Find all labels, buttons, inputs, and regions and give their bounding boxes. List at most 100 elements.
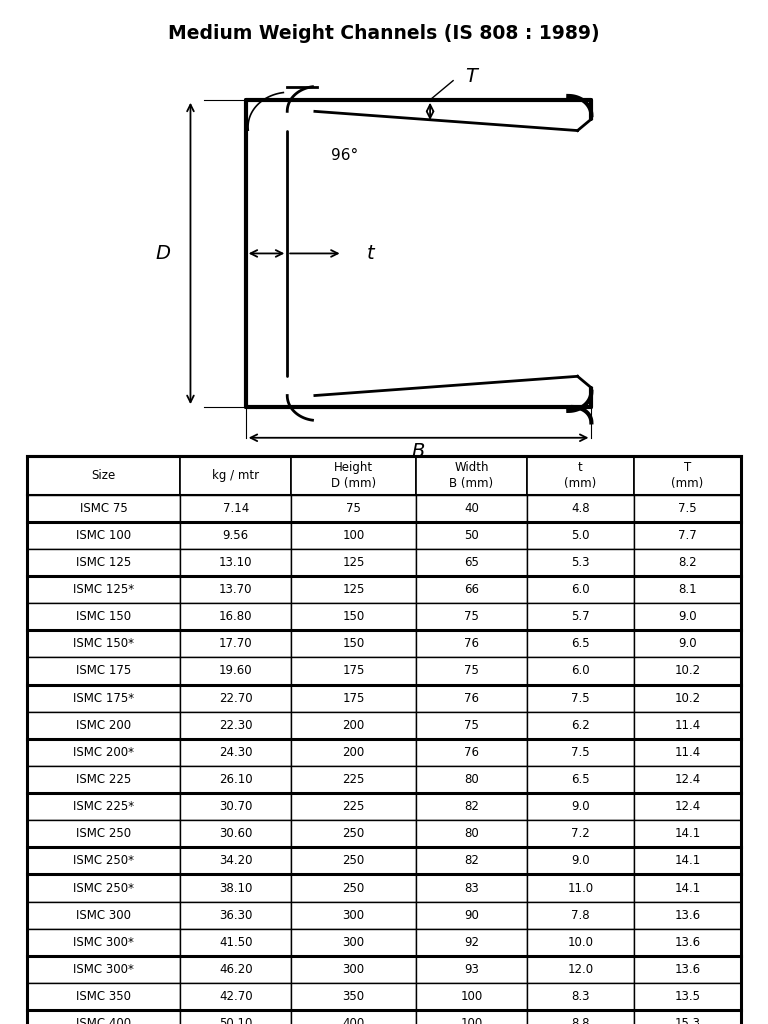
Text: 75: 75 — [464, 719, 479, 732]
Bar — [416, 874, 527, 902]
Bar — [527, 983, 634, 1011]
Text: 225: 225 — [343, 800, 365, 813]
Bar — [527, 794, 634, 820]
Text: ISMC 350: ISMC 350 — [76, 990, 131, 1004]
Bar — [527, 848, 634, 874]
Text: ISMC 125: ISMC 125 — [76, 556, 131, 569]
Text: 200: 200 — [343, 745, 365, 759]
Text: 9.0: 9.0 — [678, 610, 697, 624]
Bar — [416, 495, 527, 522]
Text: Medium Weight Channels (IS 808 : 1989): Medium Weight Channels (IS 808 : 1989) — [168, 24, 600, 43]
Text: 80: 80 — [464, 827, 479, 841]
Text: ISMC 300: ISMC 300 — [76, 908, 131, 922]
Bar — [180, 983, 291, 1011]
Text: 100: 100 — [460, 990, 482, 1004]
Text: 12.0: 12.0 — [568, 963, 594, 976]
Bar — [527, 902, 634, 929]
Bar — [180, 712, 291, 739]
Text: 125: 125 — [343, 556, 365, 569]
Bar — [291, 983, 416, 1011]
Text: 250: 250 — [343, 827, 365, 841]
Text: 10.2: 10.2 — [674, 691, 700, 705]
Bar — [634, 1011, 741, 1024]
Bar — [416, 794, 527, 820]
Bar — [291, 956, 416, 983]
Bar — [180, 820, 291, 848]
Bar — [291, 495, 416, 522]
Text: 80: 80 — [464, 773, 479, 786]
Bar — [180, 549, 291, 575]
Text: ISMC 150*: ISMC 150* — [73, 637, 134, 650]
Bar — [180, 603, 291, 631]
Text: 200: 200 — [343, 719, 365, 732]
Bar — [527, 495, 634, 522]
Text: 8.8: 8.8 — [571, 1017, 590, 1024]
Text: 12.4: 12.4 — [674, 773, 700, 786]
Bar — [180, 631, 291, 657]
Bar — [27, 603, 180, 631]
Bar — [27, 848, 180, 874]
Text: 9.0: 9.0 — [571, 800, 590, 813]
Bar — [527, 929, 634, 956]
Bar — [416, 902, 527, 929]
Bar — [527, 739, 634, 766]
Text: 76: 76 — [464, 637, 479, 650]
Text: 22.70: 22.70 — [219, 691, 253, 705]
Text: 82: 82 — [464, 800, 479, 813]
Text: Height
D (mm): Height D (mm) — [331, 461, 376, 489]
Bar — [27, 456, 180, 495]
Bar — [634, 739, 741, 766]
Text: 9.56: 9.56 — [223, 528, 249, 542]
Text: 41.50: 41.50 — [219, 936, 253, 949]
Text: 10.2: 10.2 — [674, 665, 700, 678]
Text: 36.30: 36.30 — [219, 908, 253, 922]
Text: 7.5: 7.5 — [571, 691, 590, 705]
Text: 225: 225 — [343, 773, 365, 786]
Text: ISMC 400: ISMC 400 — [76, 1017, 131, 1024]
Text: 6.5: 6.5 — [571, 773, 590, 786]
Text: 300: 300 — [343, 936, 365, 949]
Text: T
(mm): T (mm) — [671, 461, 703, 489]
Bar — [180, 929, 291, 956]
Text: 150: 150 — [343, 637, 365, 650]
Bar — [291, 739, 416, 766]
Text: 150: 150 — [343, 610, 365, 624]
Bar — [180, 874, 291, 902]
Bar — [180, 456, 291, 495]
Text: 65: 65 — [464, 556, 479, 569]
Bar — [416, 712, 527, 739]
Bar — [416, 956, 527, 983]
Text: ISMC 75: ISMC 75 — [80, 502, 127, 515]
Text: 38.10: 38.10 — [219, 882, 253, 895]
Text: 24.30: 24.30 — [219, 745, 253, 759]
Text: 26.10: 26.10 — [219, 773, 253, 786]
Text: 22.30: 22.30 — [219, 719, 253, 732]
Bar — [527, 603, 634, 631]
Bar — [180, 1011, 291, 1024]
Text: 6.0: 6.0 — [571, 583, 590, 596]
Bar — [634, 902, 741, 929]
Text: 175: 175 — [343, 691, 365, 705]
Text: 11.0: 11.0 — [568, 882, 594, 895]
Bar — [27, 794, 180, 820]
Text: B: B — [412, 441, 425, 461]
Text: 50: 50 — [464, 528, 479, 542]
Text: 75: 75 — [464, 610, 479, 624]
Bar — [27, 929, 180, 956]
Bar — [27, 874, 180, 902]
Bar — [27, 983, 180, 1011]
Bar — [634, 603, 741, 631]
Bar — [527, 874, 634, 902]
Text: 14.1: 14.1 — [674, 882, 700, 895]
Text: 8.1: 8.1 — [678, 583, 697, 596]
Text: 6.5: 6.5 — [571, 637, 590, 650]
Text: kg / mtr: kg / mtr — [212, 469, 260, 481]
Bar — [291, 456, 416, 495]
Bar — [527, 766, 634, 794]
Text: 4.8: 4.8 — [571, 502, 590, 515]
Bar — [180, 794, 291, 820]
Text: T: T — [465, 68, 478, 86]
Bar — [27, 631, 180, 657]
Bar — [180, 522, 291, 549]
Bar — [416, 522, 527, 549]
